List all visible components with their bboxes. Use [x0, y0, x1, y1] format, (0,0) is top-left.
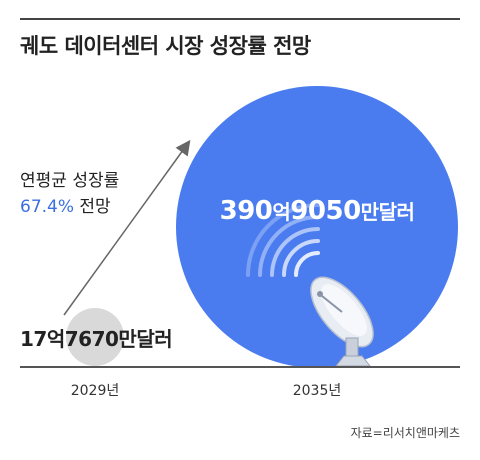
growth-annotation-line1: 연평균 성장률: [20, 171, 120, 191]
growth-arrow: [63, 139, 191, 316]
data-label-2029-part2: 억: [46, 327, 65, 351]
x-tick-2029: 2029년: [70, 383, 120, 399]
data-label-2035: 390억9050만달러: [220, 196, 415, 226]
growth-rate-suffix: 전망: [74, 197, 111, 217]
data-label-2035-part1: 390: [219, 196, 273, 226]
data-label-2035-part4: 만달러: [360, 200, 415, 224]
growth-annotation-line2: 67.4% 전망: [20, 194, 119, 220]
data-label-2029-part4: 만달러: [118, 327, 173, 351]
growth-rate-value: 67.4%: [20, 197, 75, 217]
signal-waves-icon: [246, 203, 320, 277]
data-label-2029-part1: 17: [20, 327, 47, 351]
bubble-2035: [176, 86, 458, 368]
bubble-2029: [66, 308, 124, 366]
data-label-2035-part2: 억: [272, 200, 291, 224]
baseline: [20, 366, 460, 368]
growth-annotation: 연평균 성장률 67.4% 전망: [20, 168, 119, 220]
chart-title: 궤도 데이터센터 시장 성장률 전망: [20, 34, 311, 58]
data-label-2035-part3: 9050: [290, 196, 361, 226]
source-note: 자료=리서치앤마케츠: [350, 426, 460, 440]
data-label-2029: 17억7670만달러: [20, 323, 173, 352]
satellite-dish-icon: [310, 276, 374, 367]
top-rule: [20, 18, 460, 20]
x-tick-2035: 2035년: [292, 383, 342, 399]
data-label-2029-part3: 7670: [64, 327, 119, 351]
